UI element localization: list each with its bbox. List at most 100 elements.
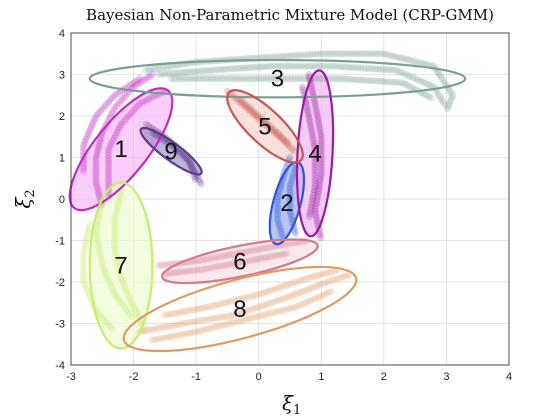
cluster-5-point — [290, 147, 298, 155]
cluster-3-point — [323, 50, 331, 58]
cluster-8-point — [296, 277, 305, 285]
cluster-2-point — [286, 201, 294, 209]
cluster-8-point — [190, 306, 198, 314]
cluster-7-point — [132, 308, 140, 317]
cluster-1-point — [134, 102, 142, 110]
cluster-1-point — [92, 166, 100, 174]
cluster-3-point — [312, 75, 320, 83]
cluster-3-point — [345, 63, 353, 71]
cluster-3-point — [445, 99, 454, 108]
cluster-8-point — [260, 311, 268, 319]
cluster-4-point — [311, 148, 319, 156]
cluster-7-point — [111, 248, 120, 256]
cluster-5-point — [245, 104, 253, 112]
cluster-2-fill — [269, 162, 304, 245]
cluster-1-point — [92, 160, 100, 168]
x-tick-label: 3 — [443, 371, 449, 383]
cluster-4-point — [299, 86, 307, 94]
cluster-1-point — [117, 120, 125, 128]
cluster-3-point — [441, 79, 449, 87]
x-tick-label: 1 — [318, 371, 324, 383]
cluster-3-point — [142, 66, 150, 74]
cluster-3-point — [228, 65, 237, 73]
cluster-6-point — [169, 269, 178, 277]
x-tick-label: 4 — [506, 371, 512, 383]
cluster-8-point — [266, 287, 274, 295]
cluster-8-point — [218, 313, 226, 321]
y-tick-label: 1 — [59, 153, 65, 165]
cluster-7-point — [92, 228, 100, 236]
cluster-6-point — [277, 251, 285, 259]
cluster-3-point — [264, 75, 273, 83]
cluster-3-point — [411, 75, 419, 83]
cluster-1-point — [113, 129, 121, 137]
cluster-1-point — [95, 192, 104, 200]
cluster-6-point — [233, 259, 242, 267]
cluster-3-point — [338, 50, 346, 58]
cluster-3-point — [282, 75, 291, 83]
cluster-1-point — [121, 116, 129, 124]
cluster-1-point — [109, 137, 117, 145]
cluster-4-point — [317, 154, 325, 163]
cluster-8-point — [332, 275, 340, 283]
cluster-8-point — [206, 315, 214, 323]
cluster-7-point — [81, 281, 89, 289]
cluster-3-point — [191, 75, 199, 83]
cluster-7-point — [111, 239, 119, 247]
cluster-1-point — [97, 134, 105, 142]
cluster-1-point — [147, 94, 155, 102]
cluster-3-point — [347, 50, 355, 58]
cluster-3-point — [163, 63, 171, 71]
cluster-8-point — [181, 307, 189, 315]
cluster-7-point — [113, 256, 121, 265]
cluster-8-point — [148, 336, 156, 344]
x-axis-label: ξ1 — [282, 391, 301, 418]
cluster-8-point — [216, 322, 224, 330]
cluster-8-point — [160, 334, 168, 342]
cluster-9-point — [188, 163, 196, 172]
cluster-1-point — [106, 142, 114, 151]
cluster-3-point — [418, 59, 426, 67]
cluster-8-point — [277, 295, 285, 304]
cluster-3-point — [291, 75, 299, 83]
cluster-8-point — [277, 283, 285, 291]
cluster-4-point — [311, 167, 319, 175]
cluster-1-point — [92, 153, 100, 162]
cluster-7-point — [117, 274, 125, 282]
cluster-3-point — [285, 75, 294, 83]
cluster-8-point — [288, 291, 296, 300]
cluster-7-point — [80, 246, 88, 254]
cluster-3-point — [409, 57, 417, 65]
cluster-3-point — [326, 50, 334, 58]
cluster-8-point — [288, 279, 296, 287]
cluster-8-point — [306, 297, 314, 305]
cluster-8-point — [210, 301, 219, 310]
cluster-5-point — [275, 131, 284, 139]
cluster-7-point — [114, 262, 123, 270]
cluster-3-point — [375, 77, 383, 85]
cluster-7-point — [79, 249, 88, 257]
cluster-4-point — [317, 139, 325, 147]
cluster-2-point — [273, 195, 282, 203]
cluster-8-point — [252, 291, 260, 299]
cluster-8-point — [263, 288, 271, 296]
cluster-4-point — [305, 115, 313, 123]
cluster-6-point — [260, 254, 268, 262]
cluster-3-point — [296, 51, 305, 59]
cluster-8-point — [225, 298, 233, 306]
y-tick-label: 0 — [59, 194, 65, 206]
cluster-8-point — [219, 321, 227, 329]
cluster-3-point — [327, 75, 335, 83]
cluster-3-point — [160, 63, 168, 72]
cluster-3-point — [389, 66, 397, 74]
cluster-3-point — [293, 51, 302, 59]
cluster-3-point — [169, 69, 177, 77]
cluster-3-point — [329, 50, 337, 58]
cluster-7-point — [111, 242, 119, 250]
cluster-6-point — [263, 253, 271, 261]
cluster-3-point — [416, 77, 425, 85]
cluster-2-point — [273, 201, 282, 209]
cluster-8-point — [212, 314, 220, 322]
cluster-5-point — [243, 102, 251, 110]
